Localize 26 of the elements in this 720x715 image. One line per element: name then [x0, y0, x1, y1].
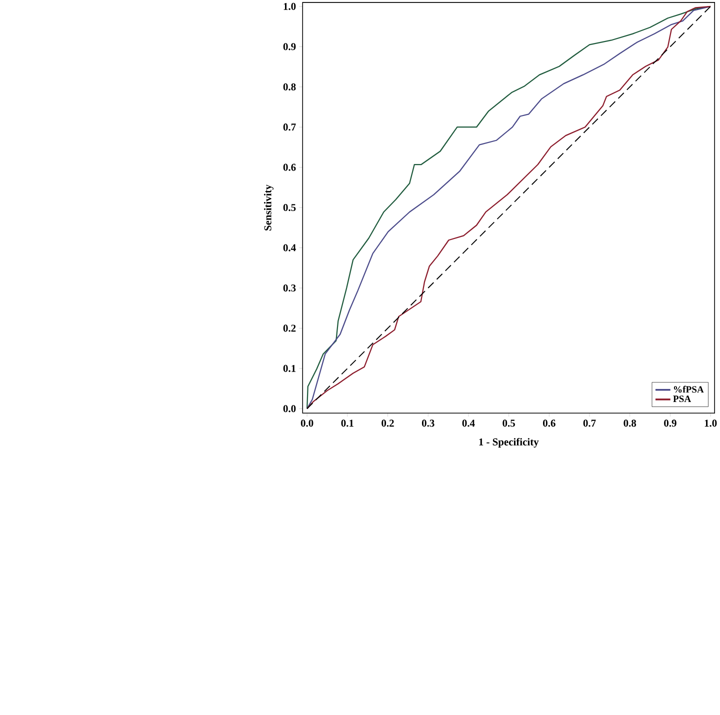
y-tick-label: 0.6 — [283, 164, 296, 172]
x-tick-label: 0.2 — [382, 420, 394, 427]
x-axis-title: 1 - Specificity — [479, 438, 539, 448]
y-tick-label: 0.9 — [283, 43, 296, 50]
x-tick-label: 0.3 — [422, 420, 434, 427]
x-tick-label: 0.5 — [502, 420, 515, 427]
y-tick-label: 0.4 — [283, 244, 296, 252]
x-tick-label: 0.4 — [462, 420, 475, 427]
y-tick-label: 0.1 — [283, 365, 296, 372]
y-tick-label: 0.0 — [283, 405, 296, 412]
x-tick-label: 0.7 — [583, 420, 596, 427]
y-tick-label: 1.0 — [284, 3, 296, 10]
x-tick-label: 1.0 — [704, 420, 717, 427]
legend-label: %fPSA — [674, 386, 704, 393]
x-tick-label: 0.0 — [300, 420, 314, 427]
y-tick-label: 0.8 — [283, 83, 296, 91]
x-tick-label: 0.6 — [543, 420, 556, 427]
legend-label: PSA — [673, 396, 692, 402]
y-tick-label: 0.5 — [283, 204, 296, 212]
x-tick-label: 0.8 — [624, 420, 636, 427]
y-tick-label: 0.2 — [283, 324, 296, 332]
x-tick-label: 0.9 — [664, 420, 676, 427]
y-tick-label: 0.3 — [283, 284, 296, 292]
y-tick-label: 0.7 — [283, 124, 296, 131]
y-axis-title: Sensitivity — [264, 184, 274, 231]
x-tick-label: 0.1 — [341, 420, 354, 427]
